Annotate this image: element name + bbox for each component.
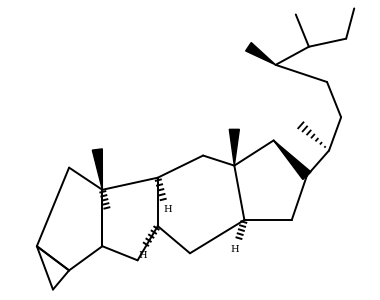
Text: H: H	[163, 206, 172, 214]
Polygon shape	[92, 149, 102, 190]
Polygon shape	[245, 43, 276, 65]
Polygon shape	[229, 129, 239, 166]
Text: H: H	[138, 251, 147, 260]
Polygon shape	[274, 140, 311, 179]
Text: H: H	[230, 245, 239, 254]
